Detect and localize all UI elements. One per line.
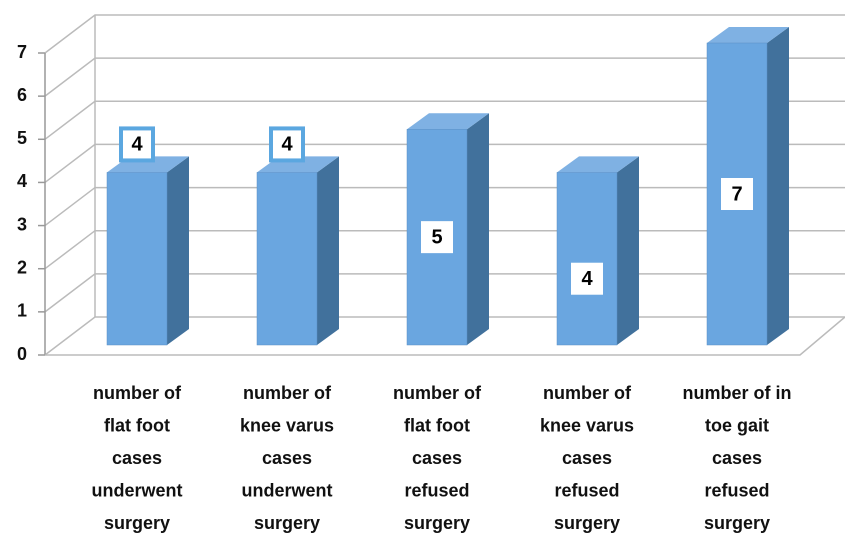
x-tick-label: cases [112,448,162,468]
x-tick-label: surgery [104,513,170,533]
data-label-box [421,221,453,254]
y-tick-label: 2 [17,257,27,277]
bar [556,156,639,346]
x-tick-label: knee varus [540,415,634,435]
bar-side [617,156,639,345]
bar-side [767,27,789,345]
grid-line [44,14,845,54]
x-tick-label: number of [243,383,332,403]
y-tick-label: 0 [17,344,27,364]
data-label: 5 [431,226,442,248]
x-tick-label: number of [393,383,482,403]
grid-line [44,143,845,184]
x-tick-label: surgery [704,513,770,533]
y-tick-label: 1 [17,301,27,321]
x-tick-label: cases [262,448,312,468]
x-tick-label: surgery [254,513,320,533]
data-label-box [269,126,305,163]
grid-line [44,57,845,97]
bar-top [707,27,789,43]
floor-edge [45,316,845,356]
bar-top [407,113,489,130]
y-tick-label: 4 [17,171,27,191]
grid-line [44,100,845,140]
x-tick-label: number of in [683,383,792,403]
data-label-box [721,178,753,210]
data-label: 7 [731,183,742,205]
data-label: 4 [281,134,293,156]
x-tick-label: knee varus [240,415,334,435]
x-tick-label: cases [562,448,612,468]
data-label-box [119,126,155,163]
x-tick-label: toe gait [705,415,769,435]
x-tick-label: refused [554,480,619,500]
y-tick-label: 5 [17,128,27,148]
bar-side [317,156,339,345]
x-tick-label: underwent [91,480,182,500]
x-tick-label: refused [404,480,469,500]
x-tick-label: cases [412,448,462,468]
bar-front [106,172,168,346]
data-label: 4 [131,134,143,156]
x-tick-label: surgery [404,513,470,533]
bar-top [557,156,639,173]
bar-front [556,172,618,346]
bar [406,113,489,346]
x-tick-label: underwent [241,480,332,500]
x-tick-label: number of [93,383,182,403]
y-tick-label: 7 [17,42,27,62]
bar [106,156,189,346]
x-tick-label: surgery [554,513,620,533]
x-tick-label: flat foot [404,415,470,435]
data-label: 4 [581,268,593,290]
data-label-box [571,262,603,295]
y-tick-label: 3 [17,214,27,234]
x-tick-label: number of [543,383,632,403]
x-tick-label: flat foot [104,415,170,435]
bar [256,156,339,346]
bar-side [167,156,189,345]
x-tick-label: cases [712,448,762,468]
x-tick-label: refused [704,480,769,500]
y-tick-label: 6 [17,85,27,105]
bar-front [256,172,318,346]
bar-side [467,113,489,346]
